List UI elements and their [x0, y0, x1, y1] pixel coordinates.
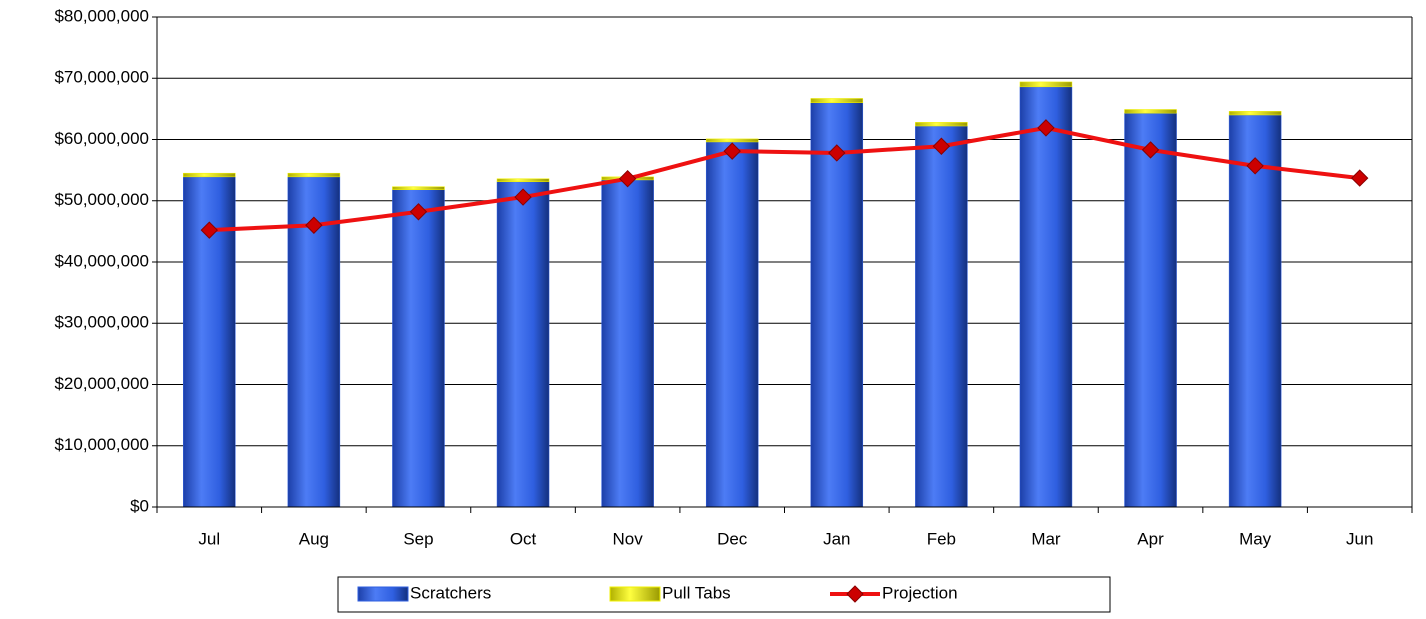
legend-label: Scratchers [410, 583, 491, 602]
x-tick-label: Sep [403, 529, 433, 548]
x-tick-label: Apr [1137, 529, 1164, 548]
marker [723, 142, 741, 160]
bar [1228, 114, 1282, 508]
marker [618, 169, 637, 188]
marker [932, 137, 951, 155]
bar [915, 122, 968, 127]
marker [1141, 141, 1160, 159]
x-tick-label: Jul [198, 529, 220, 548]
marker [1246, 157, 1264, 175]
x-tick-label: Mar [1031, 529, 1061, 548]
legend-swatch [609, 586, 661, 602]
legend-label: Projection [882, 583, 958, 602]
bar [183, 172, 236, 178]
bar [1124, 109, 1177, 114]
x-tick-label: Dec [717, 529, 748, 548]
bar [1228, 111, 1282, 116]
x-tick-label: May [1239, 529, 1272, 548]
bar [601, 179, 654, 508]
legend-marker [846, 585, 864, 603]
y-tick-label: $40,000,000 [54, 251, 149, 270]
bar [392, 186, 445, 190]
x-tick-label: Feb [927, 529, 956, 548]
marker [409, 203, 428, 221]
marker [1351, 169, 1369, 187]
bar [810, 98, 864, 104]
x-tick-label: Jun [1346, 529, 1373, 548]
bar [705, 141, 759, 508]
legend-swatch [357, 586, 409, 602]
bar [287, 172, 341, 178]
marker [305, 216, 323, 234]
y-tick-label: $20,000,000 [54, 374, 149, 393]
legend-label: Pull Tabs [662, 583, 731, 602]
x-tick-label: Nov [613, 529, 644, 548]
bar [496, 178, 550, 183]
y-tick-label: $10,000,000 [54, 435, 149, 454]
bar [392, 189, 445, 508]
y-tick-label: $30,000,000 [54, 313, 149, 332]
y-tick-label: $60,000,000 [54, 129, 149, 148]
y-tick-label: $70,000,000 [54, 68, 149, 87]
line [209, 125, 1360, 233]
x-tick-label: Jan [823, 529, 850, 548]
x-tick-label: Oct [510, 529, 537, 548]
y-tick-label: $50,000,000 [54, 190, 149, 209]
marker [1037, 119, 1055, 137]
bar [496, 181, 550, 508]
bar [810, 102, 864, 508]
marker [828, 144, 846, 162]
y-tick-label: $80,000,000 [54, 6, 149, 25]
marker [200, 221, 218, 239]
x-tick-label: Aug [299, 529, 329, 548]
legend-box [337, 576, 1111, 613]
bar [1019, 86, 1073, 508]
bar [1019, 81, 1073, 88]
bar [705, 138, 759, 143]
bar [1124, 112, 1177, 508]
y-tick-label: $0 [130, 496, 149, 515]
bar [915, 125, 968, 508]
marker [514, 188, 532, 206]
